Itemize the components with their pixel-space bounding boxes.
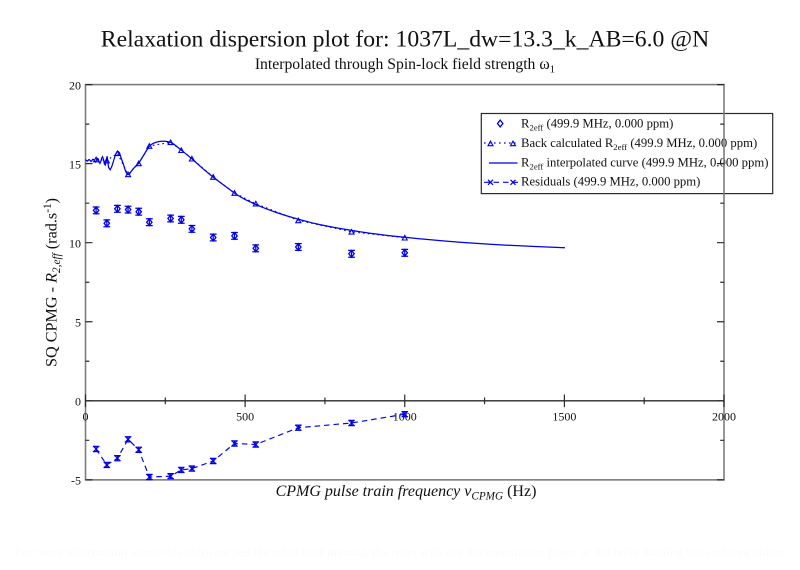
svg-text:R2eff (499.9 MHz, 0.000 ppm): R2eff (499.9 MHz, 0.000 ppm) — [521, 117, 673, 133]
svg-text:Relaxation dispersion plot for: Relaxation dispersion plot for: 1037L_dw… — [101, 27, 709, 53]
svg-text:CPMG pulse train frequency νCP: CPMG pulse train frequency νCPMG (Hz) — [276, 483, 537, 503]
svg-text:SQ CPMG - R2,eff (rad.s-1): SQ CPMG - R2,eff (rad.s-1) — [42, 198, 63, 367]
svg-text:2000: 2000 — [712, 409, 736, 423]
svg-text:20: 20 — [69, 78, 81, 92]
svg-text:-5: -5 — [71, 474, 81, 488]
svg-text:1500: 1500 — [552, 409, 576, 423]
svg-text:Back calculated R2eff (499.9 M: Back calculated R2eff (499.9 MHz, 0.000 … — [521, 136, 757, 152]
svg-text:R2eff interpolated curve (499.: R2eff interpolated curve (499.9 MHz, 0.0… — [521, 156, 768, 172]
svg-text:0: 0 — [75, 395, 81, 409]
svg-text:15: 15 — [69, 158, 81, 172]
svg-text:Residuals (499.9 MHz, 0.000 pp: Residuals (499.9 MHz, 0.000 ppm) — [521, 175, 700, 189]
svg-text:500: 500 — [236, 409, 254, 423]
svg-text:0: 0 — [83, 409, 89, 423]
svg-text:For more information about thi: For more information about this software… — [15, 545, 785, 559]
svg-text:5: 5 — [75, 316, 81, 330]
svg-text:10: 10 — [69, 237, 81, 251]
svg-text:Interpolated through Spin-lock: Interpolated through Spin-lock field str… — [255, 56, 555, 75]
